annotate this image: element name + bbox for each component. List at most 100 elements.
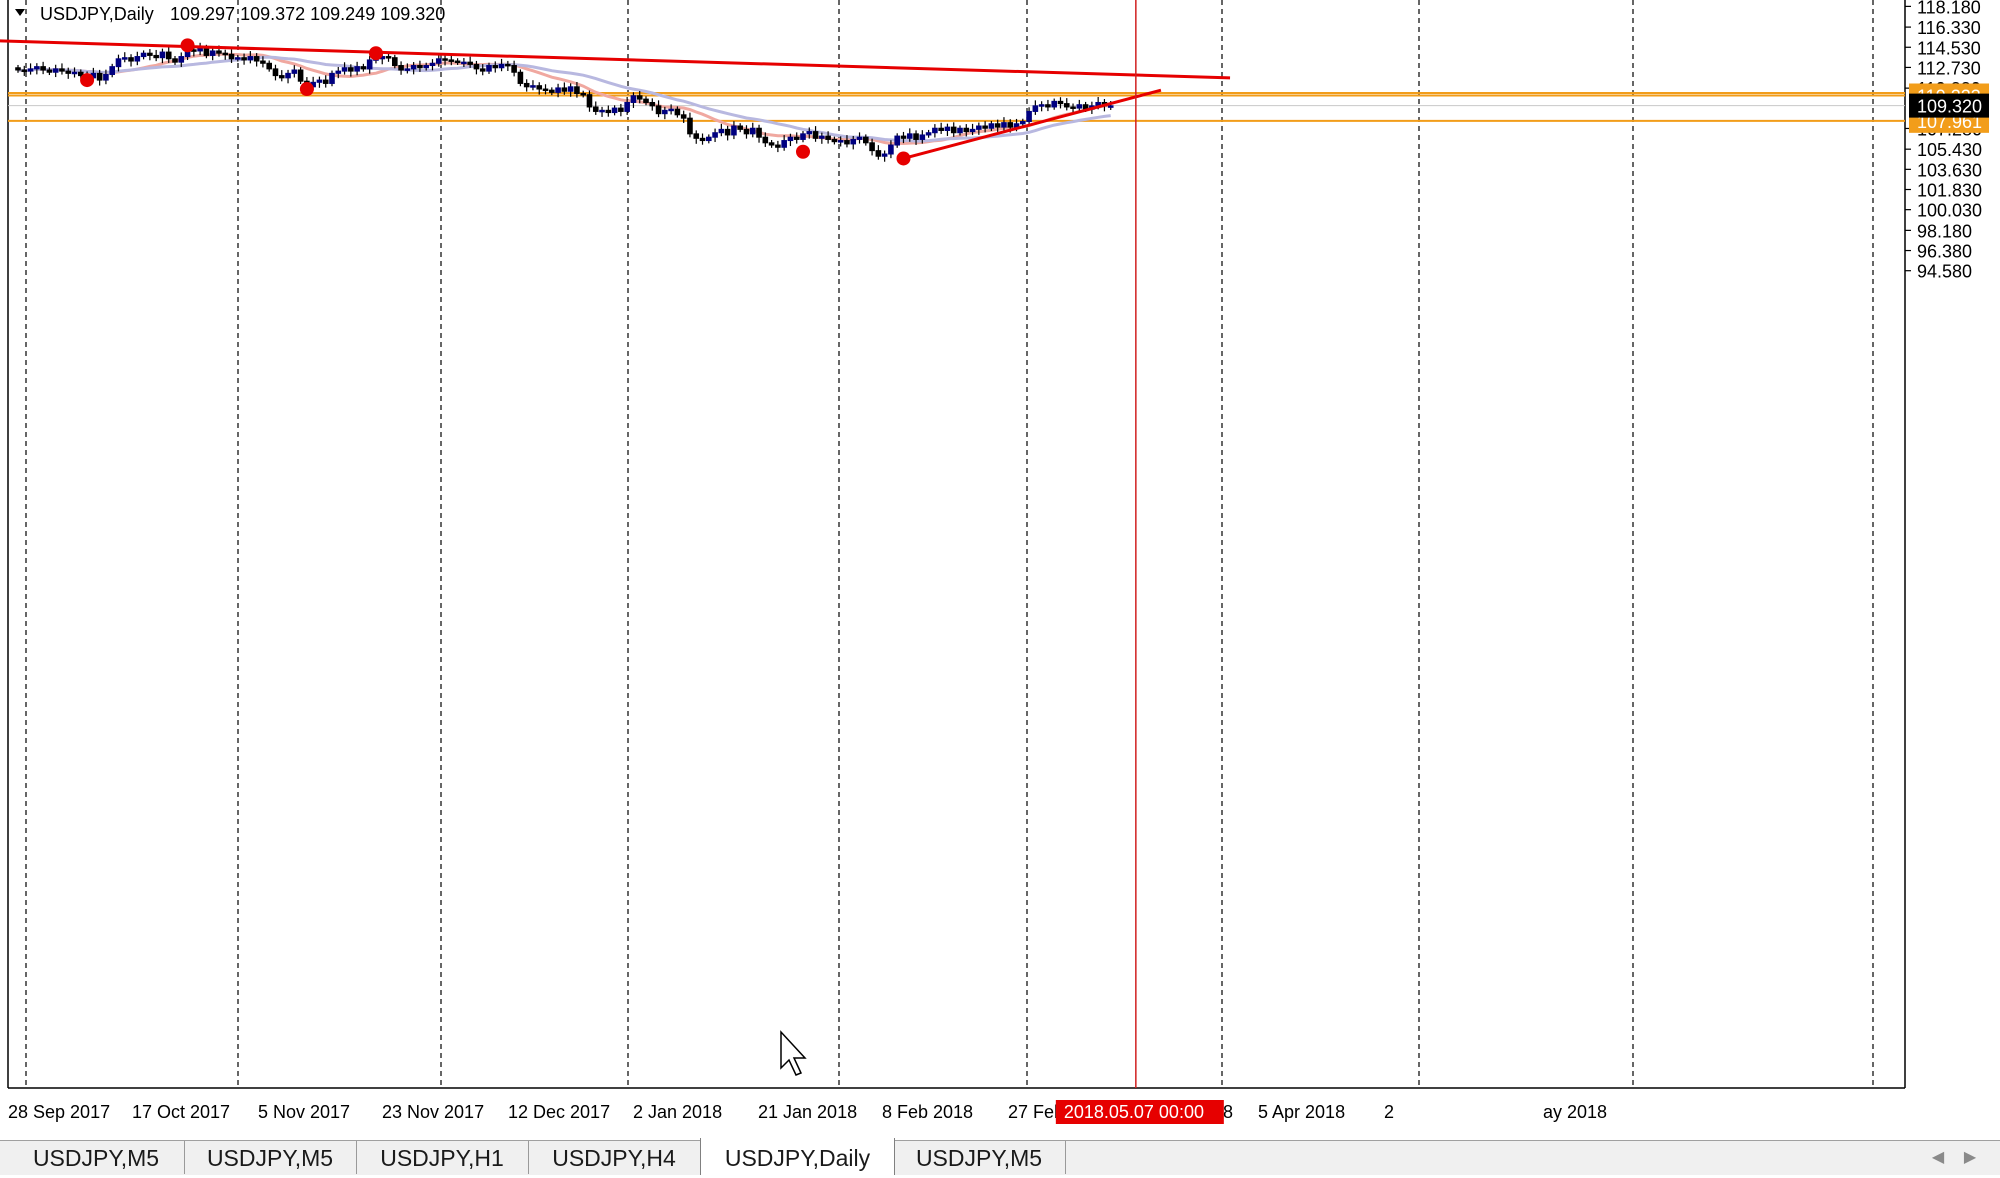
candle [266,60,272,72]
candle [630,92,637,108]
dropdown-triangle-icon[interactable] [15,9,25,16]
candle [329,70,335,87]
candle [643,96,649,106]
candle [285,69,291,84]
ma-slow-line [17,55,1111,143]
swing-low-marker [796,144,810,159]
candle [1026,107,1032,127]
candle [837,136,844,147]
candle [530,80,536,91]
chart-tab[interactable]: USDJPY,M5 [8,1141,185,1174]
candle [913,130,919,145]
candle [712,128,718,143]
date-tick-label: 5 Nov 2017 [258,1102,350,1122]
date-tick-label: 21 Jan 2018 [758,1102,857,1122]
candle [335,66,342,79]
candle [40,61,46,75]
candle [938,122,944,134]
svg-text:109.320: 109.320 [1917,97,1982,117]
candle [957,125,963,136]
candle [618,103,624,117]
candle [52,64,59,78]
chart-tab[interactable]: USDJPY,Daily [700,1138,895,1175]
candle [580,90,587,98]
date-tick-label: ay 2018 [1543,1102,1607,1122]
candle [366,55,373,74]
candle [1045,99,1051,112]
trendline-resistance[interactable] [0,39,1231,80]
candle [235,54,241,62]
candle [341,62,348,75]
candle [398,61,404,75]
price-tick-label: 105.430 [1917,140,1982,160]
price-tick-label: 94.580 [1917,262,1972,282]
candle [511,60,517,77]
mouse-cursor-icon [780,1030,807,1076]
candle [900,131,907,144]
swing-low-marker [896,151,911,166]
chart-tab[interactable]: USDJPY,H4 [528,1141,701,1174]
candle [410,62,417,75]
candle [505,60,511,72]
candle [718,123,725,137]
candle [662,106,668,120]
grid [7,0,1906,1089]
date-tick-label: 2 [1384,1102,1394,1122]
candle [454,58,461,65]
candle [486,62,492,74]
chart-tab[interactable]: USDJPY,H1 [356,1141,529,1174]
candle [919,130,926,144]
chart-tab-bar: ◀ ▶ USDJPY,M5 USDJPY,M5 USDJPY,H1 USDJPY,H4… [0,1138,2000,1175]
candle [599,106,605,117]
candle [611,105,618,116]
candle [1076,99,1083,113]
price-chart[interactable]: 123.580121.780119.980118.180116.330114.5… [0,0,2000,1140]
candle [461,58,467,67]
candle [555,83,561,98]
chart-tab[interactable]: USDJPY,M5 [184,1141,357,1174]
price-tick-label: 103.630 [1917,160,1982,180]
header-symbol: USDJPY,Daily [40,4,154,24]
candle [492,61,499,73]
price-tick-label: 96.380 [1917,242,1972,262]
candle [165,47,172,63]
bid-price-label: 109.320 [1909,93,1989,118]
candle [724,125,731,141]
price-axis: 123.580121.780119.980118.180116.330114.5… [1905,0,1982,282]
candle [574,81,580,98]
candle [96,69,103,86]
candle [297,67,304,84]
candle [65,67,72,79]
candle [655,100,662,118]
swing-high-marker [368,46,383,61]
candle [27,63,34,75]
date-tick-label: 5 Apr 2018 [1258,1102,1345,1122]
scroll-right-icon[interactable]: ▶ [1963,1149,1977,1166]
candle [781,135,787,151]
candle [982,121,988,133]
candle [636,90,643,104]
crosshair-date-label: 2018.05.07 00:00 [1055,1100,1224,1124]
candle [687,112,693,138]
candle [517,69,524,87]
candle [988,120,995,132]
candle [976,122,982,135]
candle [825,131,831,144]
chart-tab[interactable]: USDJPY,M5 [893,1141,1066,1174]
candle [549,87,555,96]
candle [875,145,882,160]
candle [567,83,574,97]
candle [906,128,913,142]
candle [417,60,423,72]
candle [241,53,247,65]
trendline-support[interactable] [903,88,1162,160]
candle [699,133,706,145]
candle [15,64,21,73]
candle [731,121,737,140]
scroll-left-icon[interactable]: ◀ [1931,1149,1945,1166]
price-tick-label: 98.180 [1917,221,1972,241]
candle [423,62,429,71]
header-ohlc: 109.297 109.372 109.249 109.320 [170,4,445,24]
price-tick-label: 118.180 [1917,0,1981,17]
candle [605,105,612,117]
